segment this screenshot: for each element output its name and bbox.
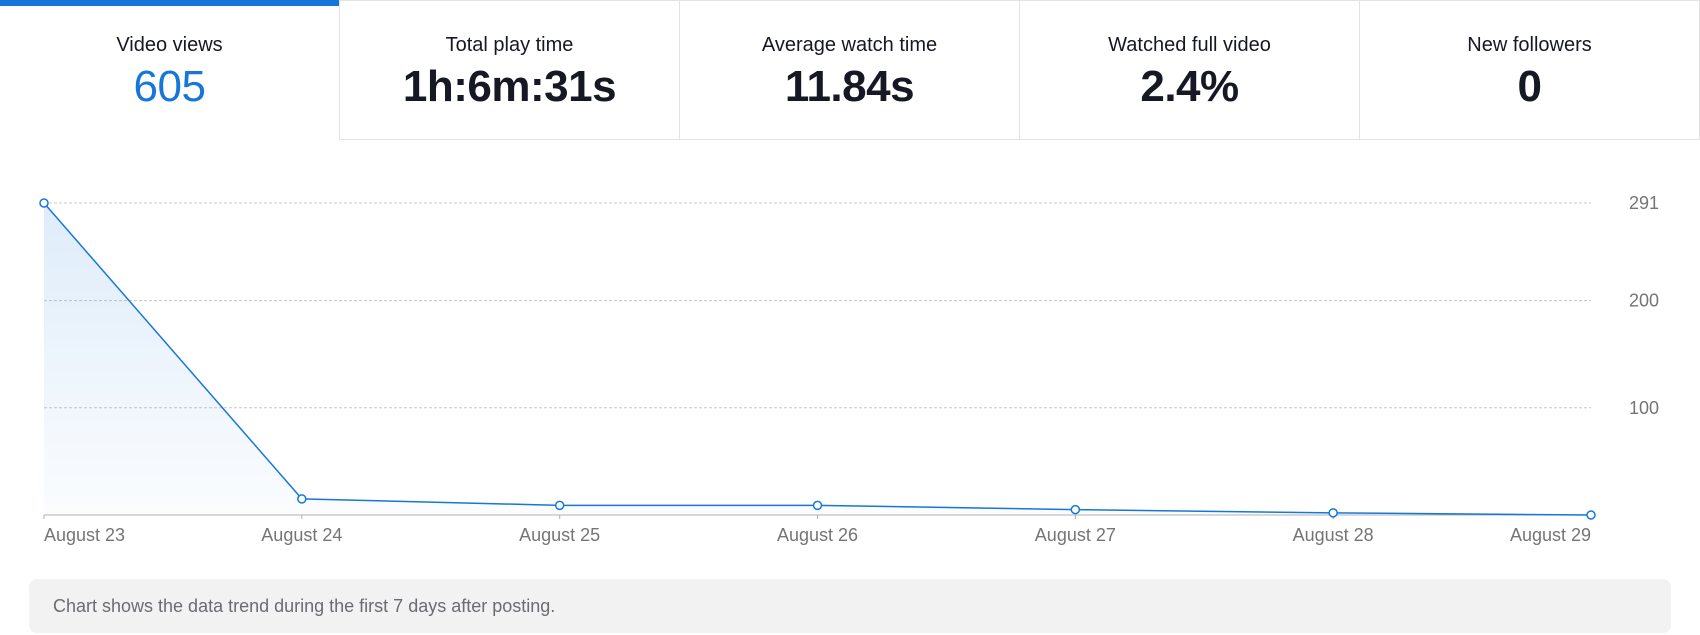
tab-value: 605 <box>133 62 206 111</box>
x-tick-label: August 23 <box>44 525 125 545</box>
tab-value: 2.4% <box>1140 62 1239 111</box>
area-fill <box>44 203 1591 515</box>
x-tick-label: August 27 <box>1035 525 1116 545</box>
chart-area <box>44 203 1591 515</box>
chart-note: Chart shows the data trend during the fi… <box>29 579 1671 633</box>
x-tick-label: August 24 <box>261 525 342 545</box>
data-point-august-25[interactable] <box>554 500 565 511</box>
y-tick-label: 100 <box>1629 398 1659 418</box>
data-point-august-28[interactable] <box>1328 508 1338 518</box>
data-point-august-29[interactable] <box>1586 510 1596 520</box>
tab-label: Average watch time <box>761 34 938 56</box>
data-point-august-26[interactable] <box>812 500 823 511</box>
series-line <box>43 202 1592 516</box>
metric-tabs: Video views 605 Total play time 1h:6m:31… <box>0 0 1700 140</box>
x-tick-label: August 28 <box>1293 525 1374 545</box>
x-axis-labels: August 23 August 24 August 25 August 26 Augu… <box>44 525 1591 545</box>
video-views-chart: August 23 August 24 August 25 August 26 Augu… <box>0 140 1700 560</box>
tab-label: Watched full video <box>1108 34 1271 56</box>
chart-line <box>43 202 1592 516</box>
tab-watched-full-video[interactable]: Watched full video 2.4% <box>1020 0 1360 140</box>
tab-value: 11.84s <box>784 62 915 111</box>
tab-total-play-time[interactable]: Total play time 1h:6m:31s <box>340 0 680 140</box>
tab-video-views[interactable]: Video views 605 <box>0 0 340 140</box>
x-tick-label: August 29 <box>1510 525 1591 545</box>
tab-label: New followers <box>1467 34 1592 56</box>
tab-value: 1h:6m:31s <box>402 62 617 111</box>
chart-points <box>39 198 1596 520</box>
data-point-august-27[interactable] <box>1070 504 1081 515</box>
y-tick-label: 291 <box>1629 193 1659 213</box>
tab-new-followers[interactable]: New followers 0 <box>1360 0 1700 140</box>
x-tick-label: August 25 <box>519 525 600 545</box>
data-point-august-23[interactable] <box>39 198 49 208</box>
tab-value: 0 <box>1517 62 1542 111</box>
y-tick-label: 200 <box>1629 291 1659 311</box>
tab-average-watch-time[interactable]: Average watch time 11.84s <box>680 0 1020 140</box>
tab-label: Total play time <box>445 34 574 56</box>
y-axis-labels: 100 200 291 <box>1629 193 1659 418</box>
x-tick-label: August 26 <box>777 525 858 545</box>
data-point-august-24[interactable] <box>297 494 307 504</box>
tab-label: Video views <box>116 34 223 56</box>
chart-svg: August 23 August 24 August 25 August 26 Augu… <box>39 193 1659 545</box>
